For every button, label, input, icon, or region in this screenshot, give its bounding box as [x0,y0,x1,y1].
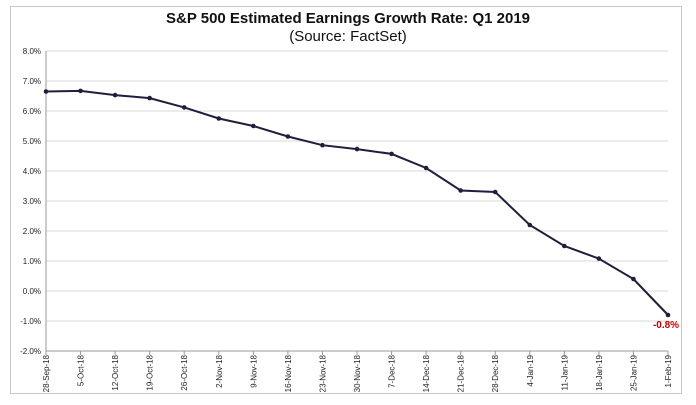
data-point [665,312,671,318]
y-tick-label: 8.0% [23,47,41,56]
series-line [45,89,669,316]
x-tick-label: 28-Sep-18 [42,354,51,392]
gridlines [46,50,668,352]
x-axis: 28-Sep-18 5-Oct-18 12-Oct-18 19-Oct-18 26-Oc… [42,350,673,392]
y-tick-label: 6.0% [23,107,41,116]
x-tick-label: 26-Oct-18 [180,354,189,390]
x-tick-label: 7-Dec-18 [388,354,397,387]
x-tick-label: 19-Oct-18 [146,354,155,390]
data-point [458,188,463,193]
series-earnings-growth: -0.8% [43,88,679,331]
x-tick-label: 11-Jan-19 [560,354,569,390]
x-tick-label: 30-Nov-18 [353,354,362,392]
data-point [389,151,394,157]
data-point [354,146,360,152]
data-point [562,243,567,249]
y-tick-label: 3.0% [23,197,41,206]
x-tick-label: 25-Jan-19 [629,354,638,391]
x-tick-label: 12-Oct-18 [111,354,120,390]
data-point [251,123,256,129]
data-point [181,105,187,110]
x-tick-label: 4-Jan-19 [526,354,535,386]
x-tick-label: 9-Nov-18 [249,354,258,387]
y-tick-label: -2.0% [20,347,41,356]
x-tick-label: 1-Feb-19 [664,354,673,387]
chart-frame [10,6,682,394]
y-tick-label: 4.0% [23,167,41,176]
y-tick-label: 2.0% [23,227,41,236]
data-point [147,95,152,101]
data-point [112,92,118,98]
data-point [43,89,49,94]
x-tick-label: 5-Oct-18 [77,354,86,386]
x-tick-label: 18-Jan-19 [595,354,604,391]
data-point [216,116,222,121]
data-point [596,256,602,261]
y-axis: 8.0% 7.0% 6.0% 5.0% 4.0% 3.0% 2.0% 1.0% 0.0% -1.0… [20,47,47,356]
x-tick-label: 16-Nov-18 [284,354,293,392]
x-tick-label: 23-Nov-18 [318,354,327,392]
y-tick-label: 5.0% [23,137,41,146]
data-point [285,134,291,139]
x-tick-label: 21-Dec-18 [457,354,466,392]
y-tick-label: 7.0% [23,77,41,86]
x-tick-label: 14-Dec-18 [422,354,431,392]
data-label-end: -0.8% [653,320,679,331]
chart-subtitle: (Source: FactSet) [289,28,407,45]
data-point [78,88,83,94]
y-tick-label: -1.0% [20,317,41,326]
y-tick-label: 1.0% [23,257,41,266]
y-tick-label: 0.0% [23,287,41,296]
x-tick-label: 28-Dec-18 [491,354,500,392]
chart-title: S&P 500 Estimated Earnings Growth Rate: … [165,10,531,27]
x-tick-label: 2-Nov-18 [215,354,224,387]
data-point [492,189,498,195]
data-point [423,165,429,171]
data-point [527,222,533,228]
data-point [631,276,636,282]
data-point [320,142,325,148]
